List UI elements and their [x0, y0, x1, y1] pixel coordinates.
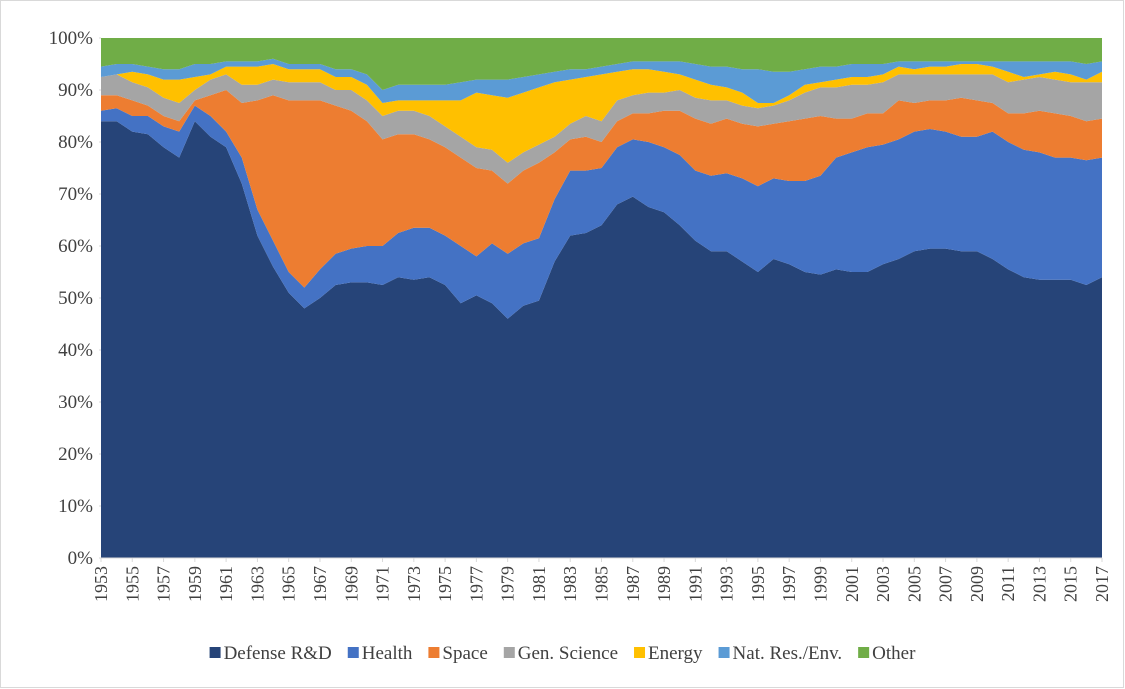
x-tick-label: 1967 — [310, 566, 330, 602]
x-tick-label: 1985 — [592, 566, 612, 602]
x-tick-label: 1977 — [466, 566, 486, 602]
x-tick-label: 2005 — [904, 566, 924, 602]
y-tick-label: 50% — [58, 288, 93, 309]
x-tick-label: 1997 — [779, 566, 799, 602]
x-tick-label: 1953 — [91, 566, 111, 602]
legend-swatch — [858, 647, 870, 658]
y-tick-label: 60% — [58, 236, 93, 257]
x-tick-label: 1959 — [185, 566, 205, 602]
plot-area — [101, 38, 1102, 558]
area-series — [101, 74, 1102, 184]
x-tick-label: 1965 — [279, 566, 299, 602]
y-tick-label: 90% — [58, 80, 93, 101]
legend-label: Gen. Science — [518, 643, 618, 664]
legend-label: Other — [872, 643, 916, 664]
x-tick-label: 1957 — [154, 566, 174, 602]
x-tick-label: 2003 — [873, 566, 893, 602]
x-tick-label: 1975 — [435, 566, 455, 602]
legend-label: Space — [442, 643, 487, 664]
x-tick-label: 1963 — [247, 566, 267, 602]
legend-label: Nat. Res./Env. — [733, 643, 843, 664]
y-tick-label: 40% — [58, 340, 93, 361]
legend-item: Space — [428, 643, 488, 664]
x-tick-label: 1961 — [216, 566, 236, 602]
legend-swatch — [209, 647, 221, 658]
x-tick-label: 1971 — [373, 566, 393, 602]
area-series — [101, 121, 1102, 558]
legend-item: Defense R&D — [209, 643, 332, 664]
x-tick-label: 2015 — [1061, 566, 1081, 602]
legend-item: Other — [858, 643, 916, 664]
x-tick-label: 2007 — [936, 566, 956, 602]
legend-swatch — [347, 647, 359, 658]
area-series — [101, 90, 1102, 288]
legend-item: Energy — [634, 643, 703, 664]
y-tick-label: 20% — [58, 444, 93, 465]
legend-item: Gen. Science — [503, 643, 618, 664]
x-tick-label: 2017 — [1092, 566, 1112, 602]
x-tick-label: 1979 — [498, 566, 518, 602]
x-tick-label: 1989 — [654, 566, 674, 602]
x-tick-label: 1981 — [529, 566, 549, 602]
legend-label: Defense R&D — [224, 643, 332, 664]
legend: Defense R&D Health Space Gen. Science Energy… — [209, 643, 916, 664]
legend-swatch — [503, 647, 515, 658]
y-tick-label: 30% — [58, 392, 93, 413]
y-tick-label: 10% — [58, 496, 93, 517]
area-series — [101, 58, 1102, 103]
x-tick-label: 1995 — [748, 566, 768, 602]
axes: 0% 10% 20% 30% 40% 50% 60% 70% 80% 90% 100% 1953 195… — [49, 28, 1112, 602]
x-tick-label: 2001 — [842, 566, 862, 602]
x-tick-label: 1973 — [404, 566, 424, 602]
x-tick-label: 1987 — [623, 566, 643, 602]
x-tick-label: 1993 — [717, 566, 737, 602]
x-tick-label: 1969 — [341, 566, 361, 602]
y-tick-label: 100% — [49, 28, 94, 49]
x-tick-label: 2011 — [998, 566, 1018, 601]
legend-swatch — [718, 647, 730, 658]
x-tick-label: 1983 — [560, 566, 580, 602]
legend-swatch — [634, 647, 646, 658]
area-series — [101, 105, 1102, 319]
y-tick-label: 80% — [58, 132, 93, 153]
area-series — [101, 64, 1102, 163]
y-tick-label: 0% — [68, 548, 94, 569]
area-series — [101, 38, 1102, 90]
x-tick-label: 1991 — [685, 566, 705, 602]
x-tick-label: 1955 — [122, 566, 142, 602]
legend-label: Health — [362, 643, 413, 664]
x-tick-label: 2013 — [1029, 566, 1049, 602]
legend-item: Health — [347, 643, 413, 664]
x-tick-label: 1999 — [810, 566, 830, 602]
legend-swatch — [428, 647, 440, 658]
legend-item: Nat. Res./Env. — [718, 643, 843, 664]
legend-label: Energy — [648, 643, 703, 664]
x-tick-label: 2009 — [967, 566, 987, 602]
y-tick-label: 70% — [58, 184, 93, 205]
